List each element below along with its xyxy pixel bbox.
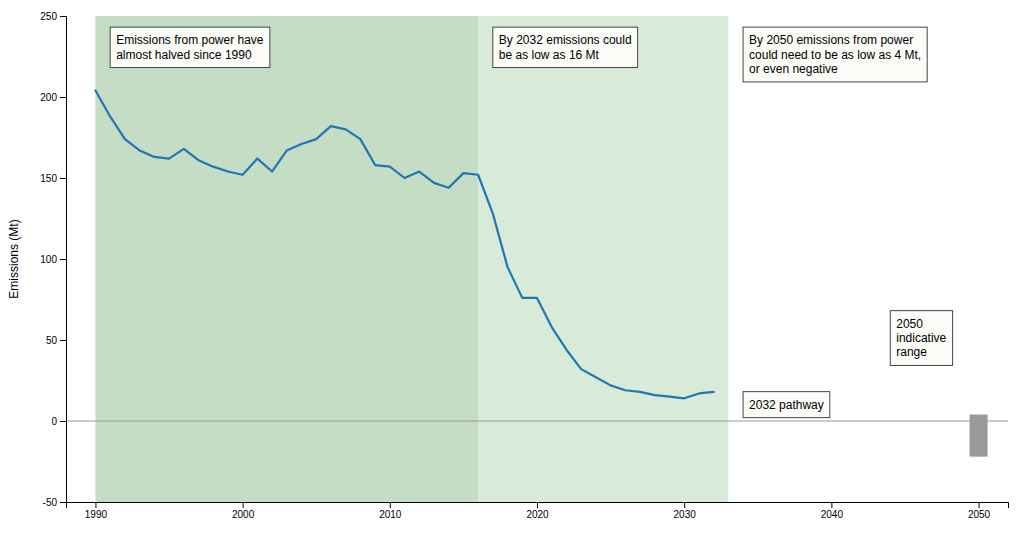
y-tick: 50: [46, 335, 66, 346]
y-tick: 100: [40, 254, 66, 265]
x-tick: 2010: [379, 502, 402, 520]
zero-line: [66, 421, 1008, 422]
y-tick-label: -50: [43, 497, 58, 508]
annotation-text: Emissions from power havealmost halved s…: [116, 33, 264, 61]
annotation-box: [493, 27, 638, 67]
x-tick-label: 2020: [526, 509, 549, 520]
y-axis: -50 0 50 100 150 200 250: [40, 11, 66, 508]
y-tick: 250: [40, 11, 66, 22]
shaded-region: [478, 16, 728, 502]
y-tick: 0: [51, 416, 66, 427]
chart: 1990 2000 2010 2020 2030 2040 2050 -50 0 50 100 150…: [0, 0, 1030, 542]
annotation-line: almost halved since 1990: [116, 48, 252, 62]
annotation-box: [110, 27, 270, 67]
y-tick-mark: [60, 259, 66, 260]
x-tick-mark: [537, 502, 538, 508]
y-tick: 200: [40, 92, 66, 103]
x-tick-label: 2010: [379, 509, 402, 520]
annotation-line: By 2032 emissions could: [499, 33, 632, 47]
x-tick: 2030: [674, 502, 697, 520]
x-tick-mark: [95, 502, 96, 508]
annotation-box: [743, 392, 830, 418]
x-tick-label: 2000: [232, 509, 255, 520]
x-tick: 2040: [821, 502, 844, 520]
x-tick-mark: [831, 502, 832, 508]
x-tick-label: 2030: [674, 509, 697, 520]
annotation-box: [743, 27, 927, 82]
x-tick-mark: [979, 502, 980, 508]
x-tick-mark: [243, 502, 244, 508]
y-axis-line: [60, 17, 67, 503]
x-axis: 1990 2000 2010 2020 2030 2040 2050: [67, 502, 1009, 520]
y-tick-label: 50: [46, 335, 58, 346]
y-tick: 150: [40, 173, 66, 184]
annotation: 2050indicativerange: [890, 311, 952, 366]
x-tick-mark: [684, 502, 685, 508]
annotation-text: 2032 pathway: [749, 398, 824, 412]
annotation-line: 2050: [896, 317, 923, 331]
plot-area: [66, 16, 1008, 502]
y-axis-label: Emissions (Mt): [7, 219, 21, 298]
y-tick-label: 250: [40, 11, 57, 22]
y-tick-mark: [60, 178, 66, 179]
annotation-box: [890, 311, 952, 366]
x-tick-mark: [390, 502, 391, 508]
annotation: Emissions from power havealmost halved s…: [110, 27, 270, 67]
annotation-line: By 2050 emissions from power: [749, 33, 913, 47]
y-tick-mark: [60, 421, 66, 422]
shaded-region: [95, 16, 478, 502]
y-tick: -50: [43, 497, 66, 508]
annotation-line: could need to be as low as 4 Mt,: [749, 48, 921, 62]
emissions-line: [95, 91, 713, 399]
y-tick-mark: [60, 16, 66, 17]
annotation-line: be as low as 16 Mt: [499, 48, 600, 62]
x-tick: 2050: [968, 502, 991, 520]
annotation-line: indicative: [896, 331, 946, 345]
y-tick-label: 150: [40, 173, 57, 184]
x-tick-label: 2050: [968, 509, 991, 520]
annotation-line: 2032 pathway: [749, 398, 824, 412]
y-tick-mark: [60, 340, 66, 341]
x-axis-line: [67, 503, 1009, 509]
x-tick-label: 2040: [821, 509, 844, 520]
annotation-text: By 2050 emissions from powercould need t…: [749, 33, 921, 76]
x-tick: 1990: [85, 502, 108, 520]
annotation-line: range: [896, 345, 927, 359]
y-tick-mark: [60, 97, 66, 98]
annotation: 2032 pathway: [743, 392, 830, 418]
annotation-line: Emissions from power have: [116, 33, 264, 47]
y-tick-label: 100: [40, 254, 57, 265]
annotation-text: By 2032 emissions couldbe as low as 16 M…: [499, 33, 632, 61]
annotation-line: or even negative: [749, 62, 838, 76]
y-tick-mark: [60, 502, 66, 503]
annotation: By 2032 emissions couldbe as low as 16 M…: [493, 27, 638, 67]
annotation-text: 2050indicativerange: [896, 317, 946, 360]
x-tick: 2020: [526, 502, 549, 520]
x-tick-label: 1990: [85, 509, 108, 520]
annotation: By 2050 emissions from powercould need t…: [743, 27, 927, 82]
x-tick: 2000: [232, 502, 255, 520]
y-tick-label: 0: [51, 416, 57, 427]
range-bar: [970, 415, 988, 457]
y-tick-label: 200: [40, 92, 57, 103]
